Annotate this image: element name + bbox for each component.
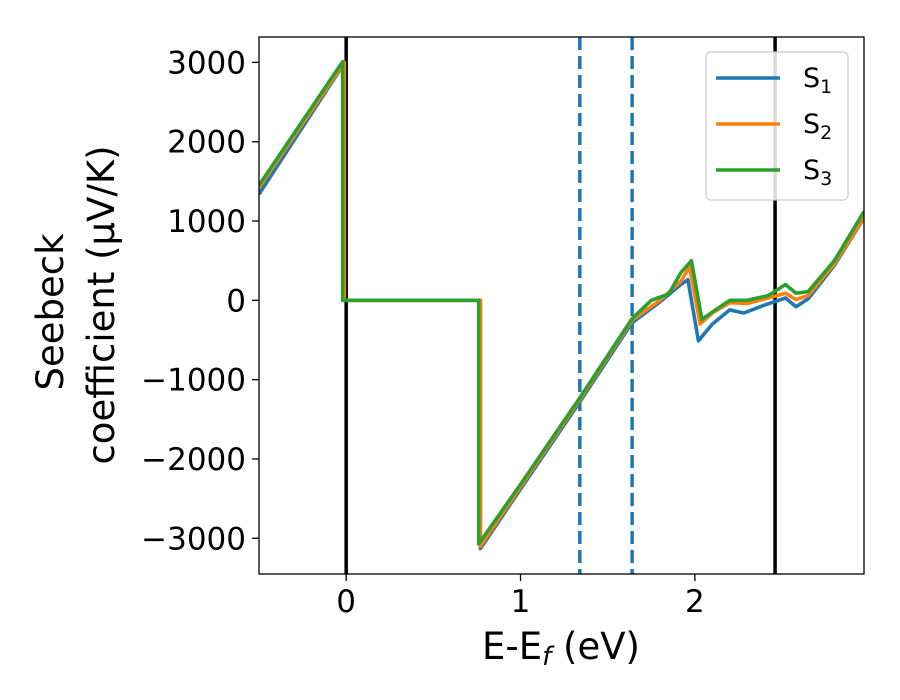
- y-tick-label: 0: [226, 283, 246, 319]
- legend-label-main: S: [803, 155, 820, 186]
- legend-label-sub: 3: [820, 168, 832, 190]
- y-tick-label: −1000: [141, 363, 246, 399]
- legend-label-sub: 1: [820, 76, 832, 98]
- y-tick-label: −2000: [141, 442, 246, 478]
- x-tick-label: 2: [685, 584, 705, 620]
- legend-label-3: S3: [803, 155, 832, 190]
- legend-box: [705, 51, 849, 201]
- y-axis-title: Seebeck coefficient (μV/K): [29, 145, 123, 464]
- x-axis-title: E-Ef (eV): [482, 625, 640, 672]
- series-line-3: [259, 59, 864, 546]
- series-layer: [259, 59, 864, 551]
- y-tick-label: −3000: [141, 521, 246, 557]
- x-axis-title-main: E-E: [482, 625, 542, 668]
- plot-frame: [258, 36, 865, 575]
- x-tick-label: 0: [336, 584, 356, 620]
- y-axis-title-line2: coefficient (μV/K): [80, 145, 123, 464]
- y-tick-label: 2000: [167, 125, 246, 161]
- legend-label-main: S: [803, 63, 820, 94]
- legend-label-1: S1: [803, 63, 832, 98]
- axis-ticks: 0 1 2 3000 2000 1000 0 −1000 −2000 −3000: [141, 45, 705, 620]
- y-tick-label: 3000: [167, 45, 246, 81]
- y-tick-label: 1000: [167, 204, 246, 240]
- y-axis-title-line1: Seebeck: [29, 233, 72, 391]
- x-axis-title-unit: (eV): [551, 625, 640, 668]
- legend-label-sub: 2: [820, 122, 832, 144]
- legend-label-main: S: [803, 109, 820, 140]
- x-tick-label: 1: [511, 584, 531, 620]
- legend-label-2: S2: [803, 109, 832, 144]
